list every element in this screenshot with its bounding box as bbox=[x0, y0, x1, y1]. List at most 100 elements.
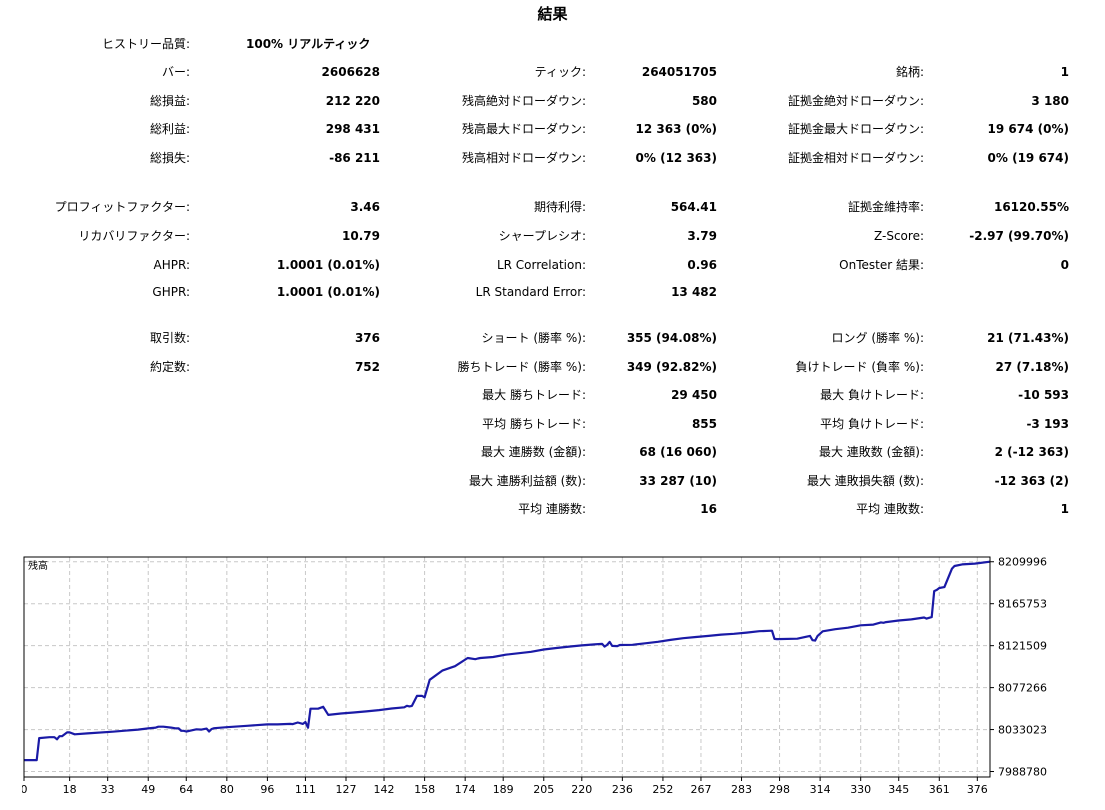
stat-value: 12 363 (0%) bbox=[635, 122, 717, 136]
stat-value: 2606628 bbox=[321, 65, 380, 79]
stat-label: 最大 負けトレード: bbox=[820, 388, 924, 402]
x-tick-label: 376 bbox=[967, 783, 988, 796]
x-tick-label: 33 bbox=[101, 783, 115, 796]
balance-chart: 0 18 33 49 64 80 96 111 127 142 158 174 189 205 220 236… bbox=[22, 555, 1105, 810]
stat-label: 約定数: bbox=[149, 360, 190, 374]
plot-frame bbox=[23, 556, 991, 778]
history-quality-label: ヒストリー品質: bbox=[101, 37, 190, 51]
x-tick-label: 158 bbox=[414, 783, 435, 796]
stat-label: OnTester 結果: bbox=[839, 258, 924, 272]
stat-label: 残高絶対ドローダウン: bbox=[461, 94, 586, 108]
stat-value: 376 bbox=[354, 331, 380, 345]
stat-label: LR Standard Error: bbox=[475, 285, 586, 299]
stat-value: 27 (7.18%) bbox=[995, 360, 1069, 374]
y-tick-label: 8121509 bbox=[998, 640, 1047, 653]
stat-value: 16 bbox=[700, 502, 717, 516]
x-tick-label: 345 bbox=[888, 783, 909, 796]
stat-value: 580 bbox=[691, 94, 717, 108]
chart-legend: 残高 bbox=[28, 559, 48, 572]
stat-label: LR Correlation: bbox=[496, 258, 586, 272]
stat-label: 証拠金維持率: bbox=[847, 200, 924, 214]
stat-label: 最大 連敗損失額 (数): bbox=[806, 474, 924, 488]
x-tick-label: 111 bbox=[295, 783, 316, 796]
stat-value: 2 (-12 363) bbox=[994, 445, 1069, 459]
stat-value: 3.79 bbox=[687, 229, 717, 243]
y-tick-label: 8209996 bbox=[998, 556, 1047, 569]
x-tick-label: 127 bbox=[336, 783, 357, 796]
stat-label: リカバリファクター: bbox=[78, 229, 190, 243]
stat-label: シャープレシオ: bbox=[498, 229, 586, 243]
stat-label: 最大 勝ちトレード: bbox=[482, 388, 586, 402]
stat-label: 総損益: bbox=[149, 94, 190, 108]
stat-label: プロフィットファクター: bbox=[54, 200, 190, 214]
stat-value: 0 bbox=[1060, 258, 1069, 272]
history-quality-value: 100% リアルティック bbox=[246, 37, 371, 51]
page-title: 結果 bbox=[537, 5, 568, 23]
stat-label: 総損失: bbox=[149, 151, 190, 165]
stat-label: 最大 連敗数 (金額): bbox=[818, 445, 924, 459]
stat-value: 1.0001 (0.01%) bbox=[276, 285, 380, 299]
stat-label: 証拠金最大ドローダウン: bbox=[787, 122, 924, 136]
x-tick-label: 142 bbox=[374, 783, 395, 796]
stat-label: 平均 負けトレード: bbox=[820, 417, 924, 431]
x-tick-label: 314 bbox=[810, 783, 831, 796]
x-tick-label: 283 bbox=[731, 783, 752, 796]
stat-value: 21 (71.43%) bbox=[987, 331, 1069, 345]
x-tick-label: 96 bbox=[260, 783, 274, 796]
x-tick-label: 267 bbox=[690, 783, 711, 796]
stat-value: 1 bbox=[1060, 65, 1069, 79]
stat-label: 期待利得: bbox=[533, 200, 586, 214]
stat-label: 最大 連勝数 (金額): bbox=[480, 445, 586, 459]
stat-value: 1.0001 (0.01%) bbox=[276, 258, 380, 272]
stat-label: ロング (勝率 %): bbox=[831, 331, 924, 345]
x-tick-label: 252 bbox=[652, 783, 673, 796]
stat-value: 3.46 bbox=[350, 200, 380, 214]
stat-value: 10.79 bbox=[342, 229, 380, 243]
stat-value: 855 bbox=[691, 417, 717, 431]
x-tick-label: 220 bbox=[571, 783, 592, 796]
stat-value: -86 211 bbox=[329, 151, 380, 165]
stat-value: -3 193 bbox=[1026, 417, 1069, 431]
x-tick-label: 80 bbox=[220, 783, 234, 796]
x-tick-label: 189 bbox=[493, 783, 514, 796]
stat-label: AHPR: bbox=[153, 258, 190, 272]
stat-label: 負けトレード (負率 %): bbox=[795, 360, 924, 374]
y-tick-label: 8033023 bbox=[998, 724, 1047, 737]
stat-label: 証拠金絶対ドローダウン: bbox=[787, 94, 924, 108]
x-tick-label: 174 bbox=[455, 783, 476, 796]
x-tick-label: 298 bbox=[769, 783, 790, 796]
x-tick-label: 64 bbox=[179, 783, 193, 796]
stat-value: 355 (94.08%) bbox=[626, 331, 717, 345]
stat-label: 平均 連敗数: bbox=[856, 502, 924, 516]
stat-label: 銘柄: bbox=[895, 65, 924, 79]
stat-value: 13 482 bbox=[671, 285, 717, 299]
stat-label: ティック: bbox=[534, 65, 586, 79]
stat-value: 1 bbox=[1060, 502, 1069, 516]
stat-label: 残高最大ドローダウン: bbox=[461, 122, 586, 136]
stat-value: -10 593 bbox=[1018, 388, 1069, 402]
stat-value: 0.96 bbox=[687, 258, 717, 272]
stat-value: 33 287 (10) bbox=[639, 474, 717, 488]
x-tick-label: 18 bbox=[63, 783, 77, 796]
y-tick-label: 8077266 bbox=[998, 682, 1047, 695]
balance-line bbox=[24, 560, 991, 762]
stat-value: 212 220 bbox=[325, 94, 380, 108]
stat-label: 勝ちトレード (勝率 %): bbox=[457, 360, 586, 374]
x-tick-label: 330 bbox=[850, 783, 871, 796]
plot-area bbox=[23, 556, 991, 778]
stat-value: -12 363 (2) bbox=[994, 474, 1069, 488]
x-tick-label: 0 bbox=[22, 783, 28, 796]
stat-value: 0% (19 674) bbox=[987, 151, 1069, 165]
stat-label: バー: bbox=[161, 65, 190, 79]
stat-value: 19 674 (0%) bbox=[987, 122, 1069, 136]
x-tick-label: 236 bbox=[612, 783, 633, 796]
x-tick-label: 361 bbox=[929, 783, 950, 796]
stat-value: 0% (12 363) bbox=[635, 151, 717, 165]
stat-label: 残高相対ドローダウン: bbox=[461, 151, 586, 165]
stat-value: 3 180 bbox=[1031, 94, 1069, 108]
stat-value: 16120.55% bbox=[993, 200, 1069, 214]
y-tick-label: 7988780 bbox=[998, 766, 1047, 779]
stat-label: Z-Score: bbox=[874, 229, 924, 243]
x-tick-label: 205 bbox=[533, 783, 554, 796]
stat-label: 証拠金相対ドローダウン: bbox=[787, 151, 924, 165]
